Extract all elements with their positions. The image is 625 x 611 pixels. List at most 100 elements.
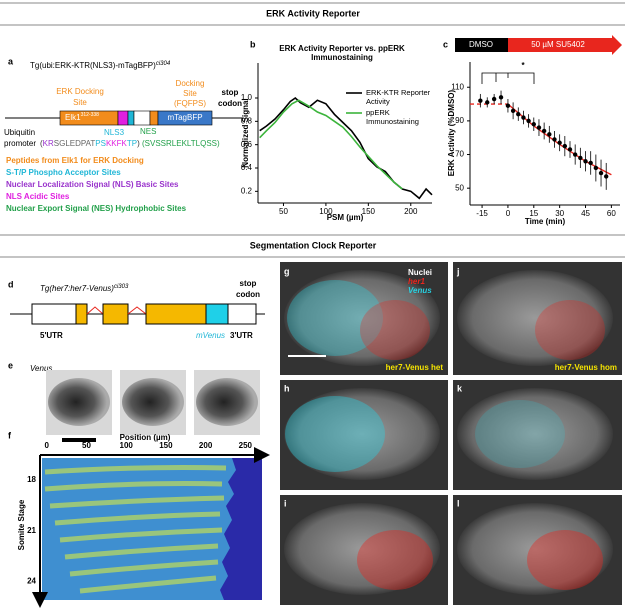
panel-label: d (8, 279, 14, 289)
utr-box (227, 303, 257, 325)
data-point (604, 174, 609, 179)
mvenus-box (205, 303, 229, 325)
x-tick-label: 100 (319, 207, 333, 216)
elk1: Elk1312-338 (65, 112, 99, 122)
sequence-part: SGLEDPAT (54, 139, 96, 148)
x-tick-label: -15 (476, 209, 488, 218)
legend-label: ERK-KTR Reporter Activity (366, 88, 431, 106)
erk-docking-site: Site (73, 98, 87, 107)
promoter: promoter (4, 139, 36, 148)
her1-signal (535, 300, 605, 360)
transgene-name: Tg(her7:her7-Venus) (40, 284, 114, 293)
stop-codon: codon (218, 99, 242, 108)
transgene: Tg(her7:her7-Venus)ci303 (40, 284, 129, 294)
data-point (536, 125, 542, 130)
data-point (552, 137, 557, 142)
embryo (196, 378, 258, 426)
data-point (588, 160, 593, 166)
docking-site: Docking (176, 79, 205, 88)
nes-box (149, 110, 159, 126)
dmso-box (455, 38, 508, 52)
allele: ci304 (156, 61, 171, 67)
embryo (122, 378, 184, 426)
x-tick-label: 50 (279, 207, 288, 216)
data-point (516, 111, 521, 117)
significance-bracket (481, 72, 535, 84)
x-tick-label: 45 (581, 209, 590, 218)
x-tick-label: 100 (120, 441, 134, 450)
exon (102, 303, 129, 325)
y-tick-label: 50 (455, 183, 464, 192)
sequence-part: (SVSSRLEKLTLQSS) (140, 139, 220, 148)
sequence-part: KKFK (106, 139, 128, 148)
su5402-arrow (508, 35, 622, 55)
x-tick-label: 150 (159, 441, 173, 450)
sequence-part: PS (95, 139, 106, 148)
transgene: Tg(ubi:ERK-KTR(NLS3)-mTagBFP)ci304 (30, 61, 171, 71)
legend-entry: Nuclear Localization Signal (NLS) Basic … (6, 180, 179, 189)
stripe (54, 511, 221, 526)
x-tick-label: 30 (555, 209, 564, 218)
panel-label: l (457, 498, 460, 508)
chart-title: ERK Activity Reporter vs. ppERK Immunost… (279, 44, 405, 62)
x-axis-label: PSM (µm) (327, 213, 364, 222)
y-tick-label: 110 (451, 82, 464, 91)
y-tick-label: 21 (27, 526, 36, 535)
data-point (572, 152, 578, 157)
data-point (598, 170, 604, 176)
nls-box (117, 110, 129, 126)
data-point (491, 96, 497, 102)
sequence-part: ( (40, 139, 43, 148)
y-tick-label: 0.4 (241, 163, 253, 172)
stripe (44, 465, 227, 475)
her1-signal (527, 530, 603, 590)
data-point (531, 122, 536, 127)
panel-label: g (284, 266, 290, 276)
legend-entry: NLS Acidic Sites (6, 192, 70, 201)
panel-label: h (284, 383, 290, 393)
data-point (547, 132, 552, 137)
channel-label: Nuclei (408, 268, 432, 277)
mvenus: mVenus (196, 331, 225, 340)
elk1-name: Elk1 (65, 113, 81, 122)
x-axis-label: Position (µm) (120, 433, 171, 442)
nls3-box (127, 110, 135, 126)
y-tick-label: 0.6 (241, 140, 253, 149)
y-axis-label: Somite Stage (17, 499, 26, 550)
nes: NES (140, 127, 156, 136)
charts: 50 100 150 200 0.2 0.4 0.6 0.8 1.0 -15 0 15 30 45 60 50… (27, 62, 620, 586)
transgene-name: Tg(ubi:ERK-KTR(NLS3)-mTagBFP) (30, 61, 156, 70)
channel-label: Venus (408, 286, 432, 295)
allele: ci303 (114, 284, 129, 290)
mtagbfp-box (157, 110, 213, 126)
data-point (498, 95, 504, 100)
intron (127, 306, 147, 315)
venus-signal (475, 400, 565, 468)
section-title: ERK Activity Reporter (266, 8, 360, 18)
sequence-part: TP (127, 139, 137, 148)
stop-codon: stop (240, 279, 257, 288)
exon (145, 303, 207, 325)
panel-a-legend: Peptides from Elk1 for ERK Docking S-T/P … (6, 156, 187, 213)
genotype-label: her7-Venus het (386, 363, 444, 372)
utr-box (31, 303, 77, 325)
data-point (478, 98, 483, 103)
panel-label: a (8, 56, 14, 66)
panel-label: f (8, 430, 12, 440)
x-tick-label: 150 (362, 207, 376, 216)
nls3: NLS3 (104, 128, 125, 137)
x-tick-label: 250 (239, 441, 253, 450)
embryo (457, 270, 613, 366)
data-point (583, 159, 588, 164)
stripe (69, 559, 219, 577)
linker-box (133, 110, 151, 126)
data-point (521, 115, 526, 120)
her1-signal (357, 530, 433, 590)
docking-site: Site (183, 89, 197, 98)
y-tick-label: 24 (27, 577, 36, 586)
y-tick-label: 90 (455, 116, 464, 125)
stop-codon: codon (236, 290, 260, 299)
embryo (457, 503, 613, 595)
stripe (49, 495, 225, 509)
